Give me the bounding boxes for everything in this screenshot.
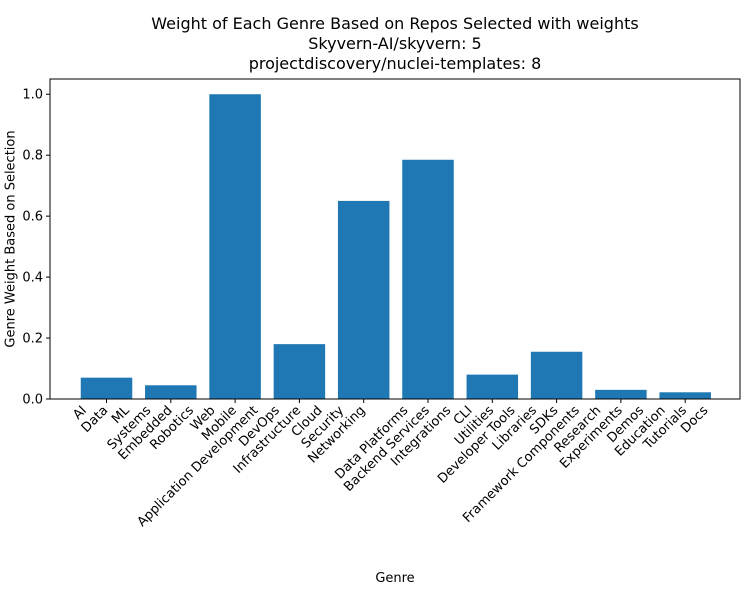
title-line: Weight of Each Genre Based on Repos Sele… [151,14,638,33]
y-axis-label: Genre Weight Based on Selection [4,130,19,347]
bar [337,200,390,399]
y-tick-label: 0.0 [22,393,43,408]
y-tick-label: 1.0 [22,88,43,103]
bar [595,389,647,399]
chart-title: Weight of Each Genre Based on Repos Sele… [151,14,638,73]
y-tick-label: 0.6 [22,210,43,225]
bar [80,377,133,399]
x-axis-label: Genre [375,571,414,586]
bar [659,392,711,399]
title-line: Skyvern-AI/skyvern: 5 [308,34,481,53]
bar [530,351,583,399]
bar [209,94,261,399]
bar [273,344,326,399]
plot-frame [49,78,741,400]
x-ticks-group: AIDataMLSystemsEmbeddedRoboticsWebMobile… [70,399,712,530]
bar [402,159,454,399]
bar [466,374,519,399]
bar [145,385,197,399]
y-tick-label: 0.8 [22,149,43,164]
axes-group [49,78,741,400]
y-tick-label: 0.2 [22,332,43,347]
title-line: projectdiscovery/nuclei-templates: 8 [249,54,542,73]
y-tick-label: 0.4 [22,271,43,286]
y-ticks-group: 0.0 0.2 0.4 0.6 0.8 1.0 [22,88,50,408]
bars-group [80,94,711,399]
